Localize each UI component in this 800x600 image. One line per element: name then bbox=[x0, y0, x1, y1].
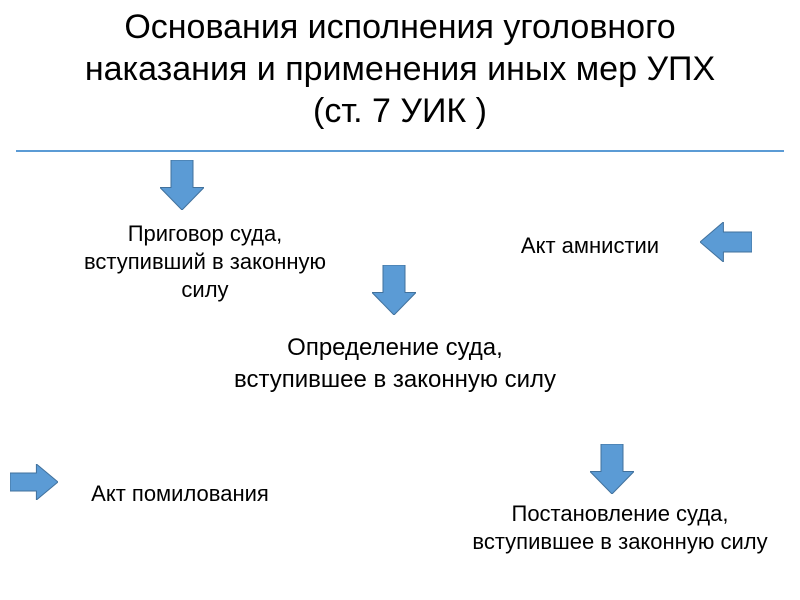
arrow-down-icon bbox=[590, 444, 634, 494]
diagram-title: Основания исполнения уголовного наказани… bbox=[80, 6, 720, 132]
divider-line bbox=[16, 150, 784, 152]
block-verdict: Приговор суда, вступивший в законную сил… bbox=[80, 220, 330, 304]
arrow-down-icon bbox=[160, 160, 204, 210]
block-resolution: Постановление суда, вступившее в законну… bbox=[460, 500, 780, 556]
arrow-down-icon bbox=[372, 265, 416, 315]
block-pardon: Акт помилования bbox=[60, 480, 300, 508]
block-amnesty: Акт амнистии bbox=[490, 232, 690, 260]
arrow-left-icon bbox=[700, 222, 752, 262]
arrow-right-icon bbox=[10, 464, 58, 500]
diagram-canvas: Основания исполнения уголовного наказани… bbox=[0, 0, 800, 600]
block-definition: Определение суда, вступившее в законную … bbox=[230, 332, 560, 396]
